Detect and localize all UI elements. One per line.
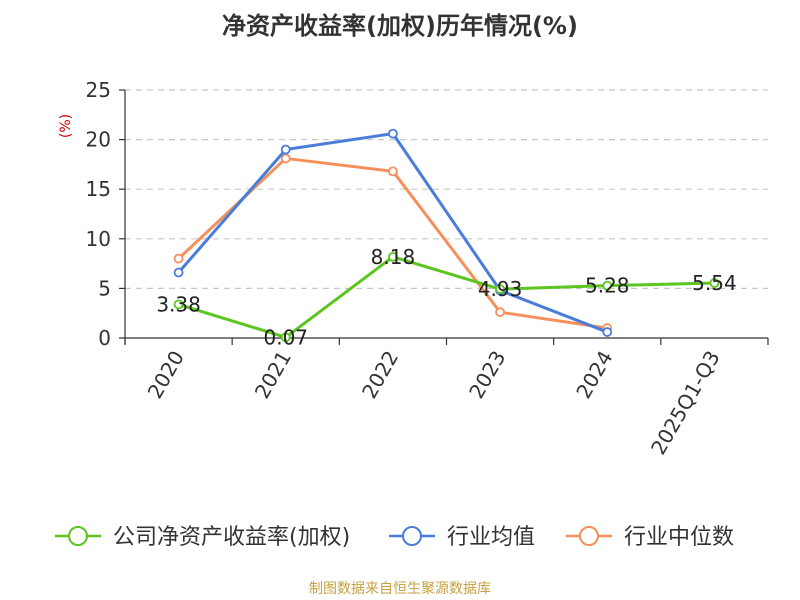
legend-item: 行业均值 — [389, 525, 535, 550]
data-label: 0.07 — [263, 325, 308, 349]
y-tick-label: 15 — [86, 177, 111, 201]
series-point-0 — [709, 278, 720, 288]
series-point-2 — [388, 166, 398, 177]
y-tick-label: 25 — [86, 78, 111, 102]
data-label: 8.18 — [371, 245, 416, 269]
x-tick-label: 2025Q1-Q3 — [646, 347, 725, 459]
legend-label: 行业中位数 — [624, 525, 734, 550]
series-point-0 — [602, 280, 613, 291]
data-labels: 3.38 0.07 8.18 4.93 5.28 5.54 — [156, 245, 736, 349]
x-tick-label: 2023 — [464, 347, 510, 403]
data-label: 5.54 — [692, 271, 737, 295]
series-point-2 — [173, 253, 184, 264]
series-lines — [173, 128, 720, 343]
series-line-2 — [177, 156, 608, 330]
series-point-0 — [388, 251, 398, 262]
x-tick-label: 2020 — [143, 347, 189, 403]
data-label: 3.38 — [156, 292, 201, 316]
series-point-1 — [602, 327, 613, 337]
series-point-0 — [495, 284, 505, 294]
legend: 公司净资产收益率(加权) 行业均值 行业中位数 — [55, 525, 734, 550]
legend-marker — [402, 526, 422, 546]
legend-label: 行业均值 — [447, 525, 535, 550]
series-point-1 — [173, 267, 184, 278]
footer-source: 制图数据来自恒生聚源数据库 — [309, 581, 491, 597]
series-point-0 — [173, 299, 184, 310]
legend-item: 公司净资产收益率(加权) — [55, 525, 350, 550]
data-label: 5.28 — [585, 274, 630, 298]
series-point-1 — [388, 128, 398, 139]
series-point-2 — [280, 153, 291, 164]
x-tick-label: 2022 — [357, 347, 403, 403]
y-tick-label: 20 — [86, 128, 111, 152]
legend-marker — [579, 526, 599, 546]
legend-marker — [68, 526, 88, 546]
axes: 0 5 10 15 20 25 (%) 2020 2021 2022 2023 2024 2025Q1-… — [58, 78, 769, 459]
y-tick-label: 10 — [86, 227, 111, 251]
data-label: 4.93 — [478, 277, 523, 301]
y-tick-label: 5 — [98, 276, 111, 300]
y-tick-label: 0 — [98, 326, 111, 350]
chart-title: 净资产收益率(加权)历年情况(%) — [222, 12, 578, 40]
x-tick-label: 2021 — [250, 347, 296, 403]
series-point-2 — [495, 307, 505, 318]
x-tick-label: 2024 — [571, 347, 617, 403]
series-line-1 — [177, 132, 608, 334]
y-axis-label: (%) — [58, 114, 74, 138]
legend-label: 公司净资产收益率(加权) — [113, 525, 350, 550]
legend-item: 行业中位数 — [566, 525, 734, 550]
series-point-1 — [280, 144, 291, 155]
series-point-0 — [280, 332, 291, 343]
series-line-0 — [178, 255, 715, 339]
grid-lines — [125, 89, 768, 289]
